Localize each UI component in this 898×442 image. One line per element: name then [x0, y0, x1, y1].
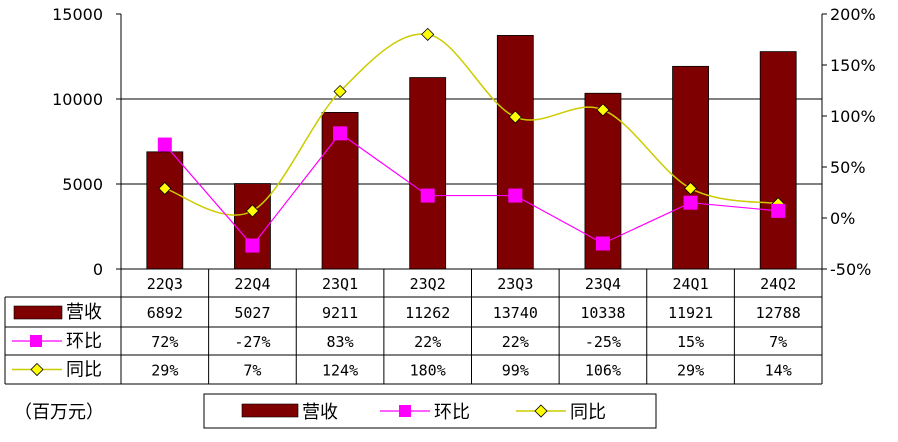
- data-label-mom: 7%: [769, 333, 787, 351]
- x-tick-label: 22Q4: [234, 275, 270, 293]
- point-yoy-23Q2: [421, 27, 435, 41]
- table-row-label-revenue: 营收: [66, 302, 102, 323]
- x-tick-label: 23Q1: [322, 275, 358, 293]
- point-mom-23Q3: [508, 188, 523, 203]
- bar-24Q2: [759, 51, 797, 270]
- point-yoy-23Q4: [596, 103, 610, 117]
- x-tick-label: 23Q3: [497, 275, 533, 293]
- data-label-revenue: 12788: [756, 304, 801, 322]
- data-label-revenue: 10338: [580, 304, 625, 322]
- y-tick-label-left: 15000: [52, 5, 103, 24]
- point-mom-23Q4: [595, 236, 610, 251]
- data-label-revenue: 9211: [322, 304, 358, 322]
- table-key-revenue: [13, 305, 63, 320]
- point-mom-24Q1: [683, 195, 698, 210]
- point-mom-24Q2: [771, 203, 786, 218]
- legend-key-mom-marker: [399, 405, 411, 417]
- data-label-yoy: 29%: [677, 362, 704, 380]
- data-label-yoy: 29%: [151, 362, 178, 380]
- x-tick-label: 24Q2: [760, 275, 796, 293]
- bar-23Q2: [409, 77, 447, 270]
- data-label-yoy: 106%: [585, 362, 621, 380]
- y-tick-label-left: 0: [93, 260, 103, 279]
- bar-24Q1: [672, 65, 709, 270]
- data-label-mom: -27%: [234, 333, 270, 351]
- data-label-yoy: 14%: [765, 362, 792, 380]
- data-label-yoy: 99%: [502, 362, 529, 380]
- x-tick-label: 24Q1: [673, 275, 709, 293]
- data-label-revenue: 11262: [405, 304, 450, 322]
- data-label-mom: 22%: [502, 333, 529, 351]
- table-row-label-mom: 环比: [66, 331, 102, 352]
- data-label-mom: 83%: [327, 333, 354, 351]
- unit-note: （百万元）: [14, 402, 104, 423]
- y-tick-label-right: 0%: [830, 209, 855, 228]
- data-label-revenue: 11921: [668, 304, 713, 322]
- data-label-yoy: 180%: [410, 362, 446, 380]
- line-yoy: [164, 33, 779, 216]
- legend-key-yoy-marker: [534, 404, 548, 418]
- legend-label-revenue: 营收: [302, 402, 338, 423]
- table-row-label-yoy: 同比: [66, 360, 102, 381]
- line-mom: [164, 132, 779, 247]
- table-key-yoy-marker: [30, 362, 44, 377]
- point-mom-22Q4: [245, 238, 260, 253]
- point-mom-23Q2: [420, 188, 435, 203]
- point-yoy-24Q1: [683, 181, 698, 195]
- data-label-mom: 72%: [151, 333, 178, 351]
- bar-22Q3: [146, 151, 184, 270]
- data-label-yoy: 124%: [322, 362, 358, 380]
- y-tick-label-right: 100%: [830, 107, 876, 126]
- legend-label-mom: 环比: [434, 402, 470, 423]
- legend-key-revenue: [241, 403, 299, 418]
- data-label-mom: 15%: [677, 333, 704, 351]
- bar-23Q3: [496, 35, 534, 270]
- point-yoy-23Q1: [333, 84, 347, 99]
- data-label-revenue: 5027: [234, 304, 270, 322]
- bar-22Q4: [234, 183, 271, 270]
- legend-label-yoy: 同比: [570, 402, 606, 423]
- point-yoy-22Q4: [245, 204, 260, 218]
- point-yoy-22Q3: [158, 181, 172, 195]
- y-tick-label-left: 10000: [52, 90, 103, 109]
- x-tick-label: 22Q3: [147, 275, 183, 293]
- data-label-revenue: 6892: [147, 304, 183, 322]
- y-tick-label-right: 200%: [830, 5, 876, 24]
- data-label-mom: 22%: [414, 333, 441, 351]
- x-tick-label: 23Q2: [410, 275, 446, 293]
- data-label-mom: -25%: [585, 333, 621, 351]
- point-mom-23Q1: [333, 126, 348, 141]
- y-tick-label-right: 50%: [830, 158, 866, 177]
- y-tick-label-right: -50%: [830, 260, 871, 279]
- y-tick-label-left: 5000: [62, 175, 103, 194]
- data-label-yoy: 7%: [243, 362, 261, 380]
- data-label-revenue: 13740: [493, 304, 538, 322]
- y-tick-label-right: 150%: [830, 56, 876, 75]
- point-yoy-23Q3: [508, 110, 522, 124]
- table-key-mom-marker: [30, 335, 42, 347]
- x-tick-label: 23Q4: [585, 275, 621, 293]
- point-mom-22Q3: [157, 137, 172, 152]
